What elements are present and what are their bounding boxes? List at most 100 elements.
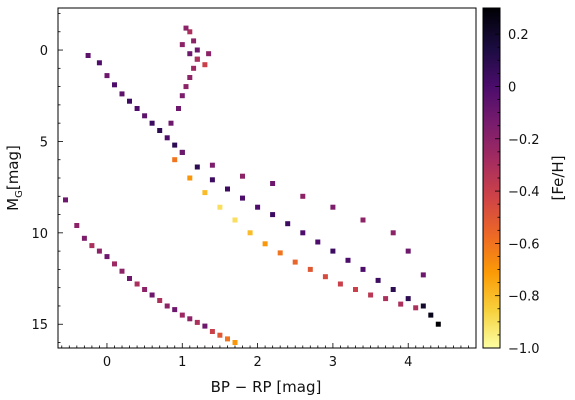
data-point — [240, 195, 245, 201]
x-tick-label: 3 — [329, 355, 337, 370]
data-point — [187, 175, 193, 181]
data-point — [285, 221, 291, 227]
x-axis-label: BP − RP [mag] — [211, 378, 322, 396]
data-point — [277, 250, 283, 256]
data-point — [405, 296, 411, 302]
data-point — [255, 204, 261, 210]
colorbar-label: [Fe/H] — [549, 155, 567, 200]
x-tick-label: 1 — [178, 355, 186, 370]
data-point — [353, 287, 358, 292]
data-point — [315, 239, 321, 245]
data-point — [405, 248, 411, 254]
data-point — [89, 243, 95, 249]
data-point — [262, 241, 268, 247]
data-point — [187, 29, 193, 35]
scatter-points — [63, 25, 441, 345]
data-point — [194, 56, 200, 62]
data-point — [300, 193, 306, 199]
data-point — [194, 319, 200, 325]
data-point — [217, 332, 223, 338]
data-point — [134, 106, 140, 111]
colorbar-ticks: 0.2 0 −0.2 −0.4 −0.6 −0.8 −1.0 — [495, 7, 540, 357]
colorbar-tick-label: 0.2 — [508, 28, 529, 43]
data-point — [183, 25, 189, 31]
data-point — [157, 298, 163, 303]
data-point — [96, 60, 102, 66]
colorbar-tick-label: −0.4 — [508, 185, 540, 200]
data-point — [149, 292, 155, 298]
data-point — [119, 268, 125, 274]
y-tick-label: 0 — [40, 44, 48, 59]
data-point — [85, 53, 91, 58]
data-point — [179, 93, 185, 99]
data-point — [164, 303, 170, 309]
data-point — [96, 248, 102, 254]
y-tick-label: 10 — [31, 227, 48, 242]
data-point — [420, 303, 426, 309]
x-tick-label: 4 — [404, 355, 412, 370]
data-point — [119, 91, 125, 97]
data-point — [435, 321, 441, 327]
colorbar — [482, 7, 501, 349]
colorbar-tick-label: −1.0 — [508, 342, 540, 357]
data-point — [164, 135, 170, 141]
data-point — [360, 217, 366, 223]
data-point — [112, 261, 117, 267]
data-point — [368, 292, 374, 298]
data-point — [157, 128, 163, 133]
data-point — [270, 181, 276, 186]
data-point — [179, 149, 185, 155]
data-point — [134, 281, 140, 287]
y-tick-label: 15 — [31, 318, 48, 333]
colorbar-tick-label: −0.8 — [508, 290, 540, 305]
data-point — [247, 230, 253, 236]
y-axis-label: MG[mag] — [4, 145, 25, 211]
data-point — [292, 259, 298, 265]
colorbar-tick-label: −0.6 — [508, 237, 540, 252]
data-point — [194, 47, 200, 53]
data-point — [104, 73, 110, 79]
data-point — [413, 305, 419, 311]
data-point — [330, 204, 336, 210]
data-point — [81, 235, 87, 241]
data-point — [383, 296, 389, 302]
y-axis-label-unit: [mag] — [4, 145, 22, 190]
plot-frame — [57, 7, 477, 349]
y-tick-label: 5 — [40, 135, 48, 150]
data-point — [390, 287, 396, 292]
y-axis-label-main: M — [4, 198, 22, 211]
data-point — [398, 301, 404, 307]
data-point — [179, 312, 185, 318]
data-point — [225, 336, 230, 342]
data-point — [307, 266, 313, 272]
data-point — [149, 120, 155, 126]
data-point — [172, 307, 178, 313]
data-point — [322, 274, 328, 280]
data-point — [225, 186, 230, 192]
data-point — [209, 329, 215, 334]
data-point — [191, 65, 197, 71]
data-point — [172, 157, 178, 163]
data-point — [187, 75, 193, 80]
data-point — [240, 173, 245, 179]
data-point — [428, 312, 434, 318]
data-point — [176, 106, 181, 111]
data-point — [202, 190, 208, 196]
colorbar-tick-label: 0 — [508, 80, 516, 95]
data-point — [202, 62, 208, 68]
x-tick-label: 2 — [253, 355, 261, 370]
data-point — [194, 164, 200, 170]
data-point — [172, 142, 178, 148]
data-point — [104, 254, 110, 260]
data-point — [74, 223, 80, 228]
data-point — [142, 113, 148, 119]
data-point — [375, 277, 381, 283]
data-point — [209, 162, 215, 168]
data-point — [232, 217, 238, 223]
y-axis: 0 5 10 15 — [31, 13, 63, 343]
x-axis: 0 1 2 3 4 — [61, 343, 469, 370]
data-point — [179, 42, 185, 48]
data-point — [330, 248, 336, 254]
y-axis-label-sub: G — [14, 190, 25, 198]
